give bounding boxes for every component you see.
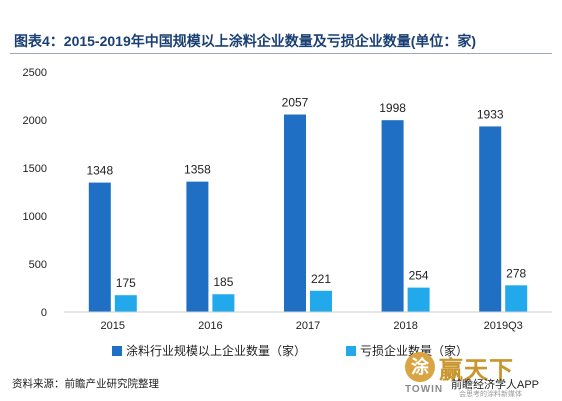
x-tick-label-2017: 2017 <box>296 320 320 332</box>
value-label-series-2-2019Q3: 278 <box>506 266 526 280</box>
y-tick-label: 1500 <box>23 163 47 175</box>
value-label-series-1-2018: 1998 <box>379 101 406 115</box>
watermark-logo: 涂 赢天下 TOWIN 前瞻经济学人APP 会思考的涂料新媒体 <box>405 352 555 398</box>
x-axis: 2015 2016 2017 2018 2019Q3 <box>64 311 552 332</box>
value-label-series-2-2015: 175 <box>116 276 136 290</box>
x-tick-label-2019Q3: 2019Q3 <box>484 320 523 332</box>
watermark-brand: TOWIN <box>405 384 444 395</box>
legend-swatch-series-1 <box>112 346 122 356</box>
x-tick-label-2015: 2015 <box>101 320 125 332</box>
legend-label-series-1: 涂料行业规模以上企业数量（家） <box>126 343 306 358</box>
value-label-series-1-2016: 1358 <box>184 163 211 177</box>
bar-series-2-2017 <box>310 290 332 312</box>
watermark-app-text: 前瞻经济学人APP <box>451 379 540 391</box>
legend-label-series-2: 亏损企业数量（家） <box>360 343 468 358</box>
bar-series-1-2019Q3 <box>479 126 502 312</box>
value-label-series-1-2019Q3: 1933 <box>477 107 504 121</box>
y-tick-label: 2000 <box>23 115 47 127</box>
y-axis: 0 500 1000 1500 2000 2500 <box>23 67 47 319</box>
value-labels-group: 1348 175 1358 185 2057 221 1998 254 1933 278 <box>86 96 526 291</box>
value-label-series-2-2016: 185 <box>213 275 233 289</box>
bar-series-2-2018 <box>407 287 430 312</box>
y-tick-label: 2500 <box>23 67 47 79</box>
title-divider <box>10 53 552 54</box>
value-label-series-1-2015: 1348 <box>86 164 113 178</box>
watermark-subtext: 会思考的涂料新媒体 <box>459 391 522 398</box>
legend-swatch-series-2 <box>346 346 356 356</box>
y-tick-label: 0 <box>41 307 47 319</box>
x-tick-label-2016: 2016 <box>198 320 222 332</box>
bar-series-1-2018 <box>381 120 404 312</box>
bar-series-2-2015 <box>114 295 137 312</box>
legend: 涂料行业规模以上企业数量（家） 亏损企业数量（家） <box>112 343 468 358</box>
bar-series-1-2015 <box>88 182 111 312</box>
watermark-seal: 涂 <box>405 352 435 382</box>
value-label-series-2-2018: 254 <box>409 269 429 283</box>
y-tick-label: 1000 <box>23 211 47 223</box>
chart-title: 图表4：2015-2019年中国规模以上涂料企业数量及亏损企业数量(单位：家) <box>14 33 477 49</box>
watermark-slogan: 赢天下 <box>439 357 514 384</box>
source-note: 资料来源：前瞻产业研究院整理 <box>12 378 159 390</box>
bar-series-2-2019Q3 <box>505 285 528 312</box>
value-label-series-1-2017: 2057 <box>282 96 309 110</box>
bars-group <box>88 114 528 312</box>
x-tick-label-2018: 2018 <box>393 320 417 332</box>
bar-series-2-2016 <box>212 294 235 312</box>
value-label-series-2-2017: 221 <box>311 272 331 286</box>
bar-series-1-2016 <box>186 181 209 312</box>
y-tick-label: 500 <box>29 259 47 271</box>
bar-series-1-2017 <box>284 114 306 312</box>
